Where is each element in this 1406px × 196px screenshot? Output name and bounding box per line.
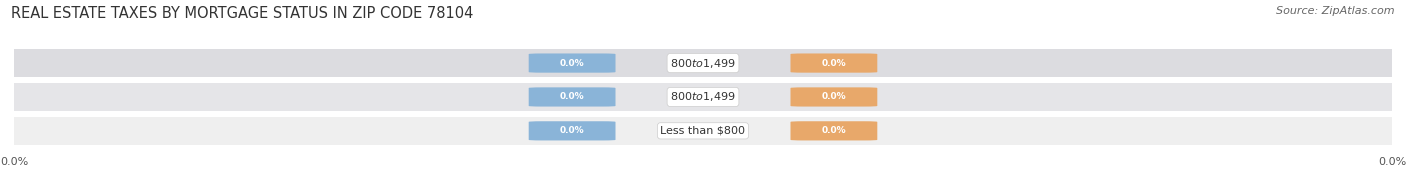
FancyBboxPatch shape <box>529 54 616 73</box>
Text: 0.0%: 0.0% <box>821 126 846 135</box>
Bar <box>14 117 1392 145</box>
Bar <box>14 49 1392 77</box>
Text: 0.0%: 0.0% <box>821 93 846 102</box>
Text: 0.0%: 0.0% <box>821 59 846 68</box>
Text: 0.0%: 0.0% <box>560 126 585 135</box>
Text: 0.0%: 0.0% <box>560 59 585 68</box>
Text: Less than $800: Less than $800 <box>661 126 745 136</box>
FancyBboxPatch shape <box>790 54 877 73</box>
Text: REAL ESTATE TAXES BY MORTGAGE STATUS IN ZIP CODE 78104: REAL ESTATE TAXES BY MORTGAGE STATUS IN … <box>11 6 474 21</box>
FancyBboxPatch shape <box>529 121 616 141</box>
Text: $800 to $1,499: $800 to $1,499 <box>671 91 735 103</box>
FancyBboxPatch shape <box>790 87 877 107</box>
Text: $800 to $1,499: $800 to $1,499 <box>671 57 735 70</box>
Text: Source: ZipAtlas.com: Source: ZipAtlas.com <box>1277 6 1395 16</box>
Bar <box>14 83 1392 111</box>
FancyBboxPatch shape <box>790 121 877 141</box>
FancyBboxPatch shape <box>529 87 616 107</box>
Text: 0.0%: 0.0% <box>560 93 585 102</box>
